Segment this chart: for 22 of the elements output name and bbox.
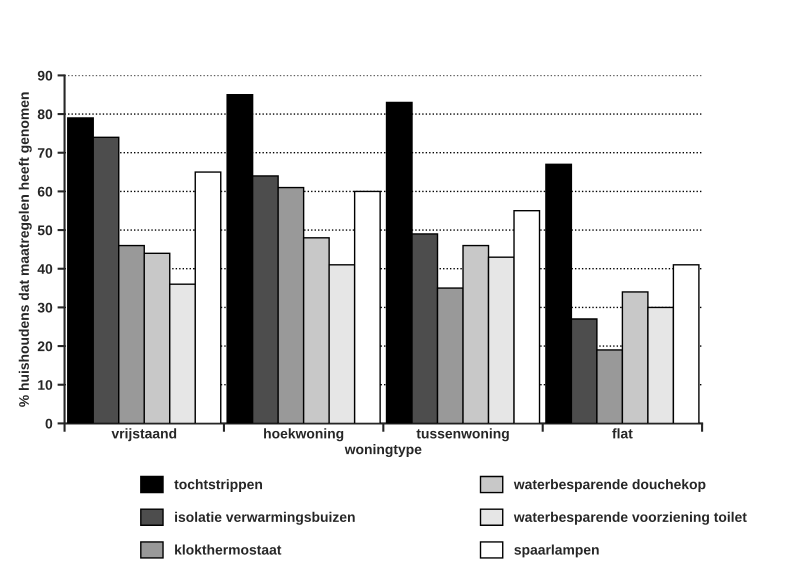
legend-label: waterbesparende douchekop <box>514 479 706 492</box>
y-axis-title: % huishoudens dat maatregelen heeft genomen <box>18 92 32 407</box>
y-tick-label: 80 <box>38 109 52 120</box>
y-tick-label: 20 <box>38 341 52 352</box>
y-tick-label: 50 <box>38 225 52 236</box>
legend-label: isolatie verwarmingsbuizen <box>175 512 355 525</box>
y-tick-label: 30 <box>38 302 52 313</box>
x-tick-label: tussenwoning <box>416 428 509 442</box>
y-tick-label: 10 <box>38 380 52 390</box>
y-tick-label: 60 <box>38 186 52 197</box>
legend-label: klokthermostaat <box>175 544 282 555</box>
x-axis-title: woningtype <box>344 444 422 458</box>
y-tick-label: 40 <box>38 264 52 274</box>
y-tick-label: 70 <box>38 148 52 158</box>
legend-label: spaarlampen <box>514 544 599 558</box>
y-tick-label: 0 <box>46 418 52 429</box>
x-tick-label: hoekwoning <box>264 428 344 442</box>
y-tick-label: 90 <box>38 70 52 81</box>
x-tick-label: flat <box>612 428 633 438</box>
x-tick-label: vrijstaand <box>112 428 176 442</box>
legend-label: waterbesparende voorziening toilet <box>514 512 747 525</box>
legend-label: tochtstrippen <box>174 479 262 492</box>
